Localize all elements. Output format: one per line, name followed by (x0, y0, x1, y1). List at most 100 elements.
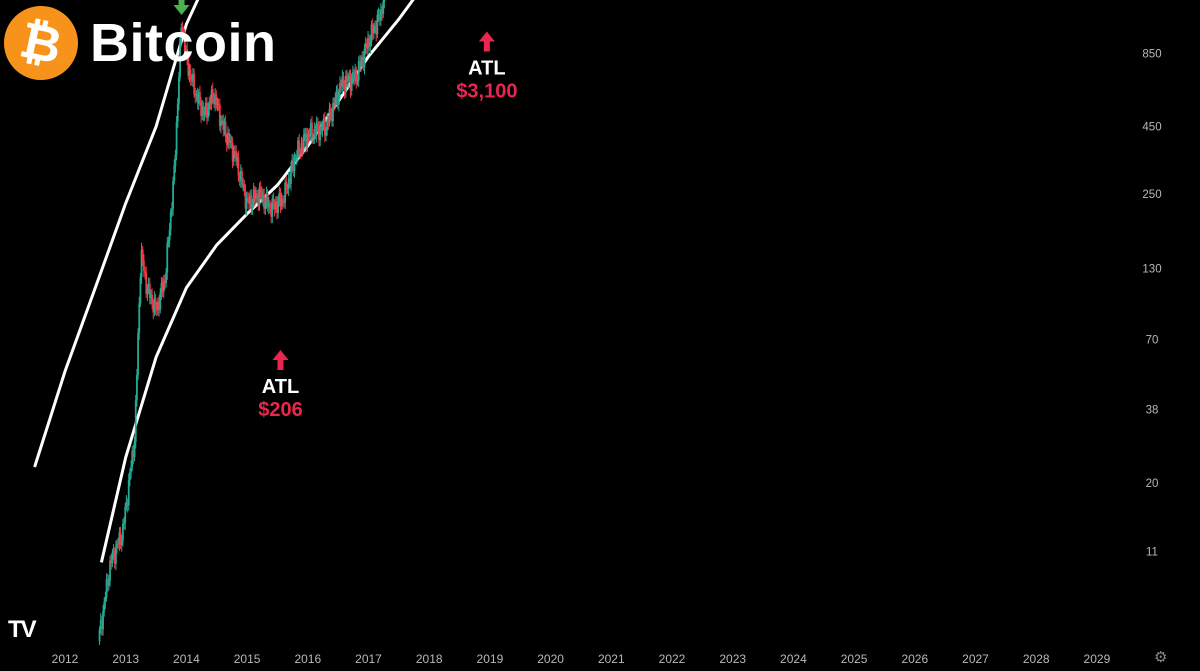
candle-body (118, 532, 121, 545)
candle-body (139, 277, 142, 304)
candle-body (224, 121, 227, 138)
candle-body (287, 178, 290, 190)
x-tick-label: 2016 (294, 652, 321, 666)
candle-body (332, 102, 334, 121)
candle-body (355, 70, 358, 82)
candle-body (349, 75, 352, 91)
x-tick-label: 2027 (962, 652, 989, 666)
candle-body (181, 27, 184, 31)
candle-body (190, 79, 193, 81)
price-axis: 850 450 250 130 70 38 20 11 (1142, 49, 1161, 559)
candle-body (179, 38, 181, 78)
candle-body (330, 113, 333, 121)
candle-body (110, 560, 113, 564)
candle-body (98, 629, 101, 642)
candle-body (215, 94, 218, 105)
atl-value-label: $3,100 (456, 80, 517, 102)
candle-body (220, 120, 222, 127)
candle-body (280, 199, 283, 207)
candle-body (277, 200, 280, 213)
candle-body (194, 94, 197, 97)
candle-body (193, 73, 196, 95)
candle-body (285, 182, 288, 189)
candle-body (210, 89, 213, 105)
candle-body (371, 24, 374, 34)
atl-annotation: ATL$206 (258, 350, 303, 421)
candles-group (98, 0, 386, 645)
y-tick-label: 70 (1146, 335, 1159, 347)
candle-body (185, 49, 187, 54)
candle-body (208, 101, 211, 110)
candle-body (162, 280, 165, 292)
candle-body (222, 120, 225, 130)
candle-body (294, 158, 297, 160)
candle-body (278, 192, 281, 201)
candle-body (192, 73, 194, 81)
x-tick-label: 2025 (841, 652, 868, 666)
candle-body (100, 619, 103, 630)
time-axis: 2012 2013 2014 2015 2016 2017 2018 2019 2020 2021… (52, 652, 1111, 666)
candle-body (372, 28, 375, 34)
atl-annotation: ATL$3,100 (456, 31, 517, 102)
x-tick-label: 2020 (537, 652, 564, 666)
candle-body (304, 133, 306, 135)
y-tick-label: 250 (1142, 189, 1161, 201)
candle-body (293, 158, 296, 171)
candle-body (381, 9, 383, 15)
candle-body (157, 301, 159, 311)
candle-body (350, 77, 353, 91)
candle-body (382, 1, 385, 15)
candle-body (312, 137, 315, 139)
candle-body (340, 82, 343, 87)
candle-body (314, 128, 317, 136)
candle-body (244, 190, 247, 209)
candle-body (176, 103, 179, 122)
candle-body (256, 193, 259, 197)
candle-body (306, 133, 309, 147)
candle-body (143, 260, 145, 272)
candle-body (112, 550, 115, 553)
candle-body (186, 49, 189, 59)
candle-body (353, 72, 355, 80)
candle-body (106, 579, 109, 586)
candle-body (145, 272, 148, 294)
gear-icon[interactable]: ⚙ (1154, 648, 1168, 666)
candle-body (237, 157, 240, 176)
candle-body (218, 104, 221, 127)
candle-body (334, 98, 337, 105)
candle-body (358, 61, 361, 67)
candle-body (295, 156, 298, 159)
candle-body (167, 240, 170, 244)
x-tick-label: 2026 (901, 652, 928, 666)
x-tick-label: 2029 (1084, 652, 1111, 666)
candle-body (231, 142, 234, 162)
candle-body (241, 170, 243, 185)
candle-body (272, 198, 275, 205)
candle-body (376, 14, 379, 35)
candle-body (116, 543, 118, 548)
candle-body (172, 180, 174, 209)
candle-body (153, 297, 156, 313)
candle-body (344, 75, 347, 93)
candle-body (230, 140, 233, 143)
candle-body (341, 76, 344, 87)
candle-body (227, 132, 229, 145)
candle-body (347, 78, 350, 82)
candle-body (252, 189, 255, 204)
atl-label: ATL (262, 376, 299, 398)
candle-body (288, 178, 291, 184)
candle-body (144, 271, 146, 273)
candle-body (146, 289, 149, 294)
candle-body (123, 523, 125, 525)
candle-body (130, 466, 132, 473)
candle-body (356, 80, 359, 82)
candle-body (267, 203, 270, 208)
candle-body (315, 122, 318, 136)
candle-body (201, 106, 204, 116)
candle-body (258, 187, 261, 206)
candle-body (119, 532, 122, 545)
candle-body (308, 134, 311, 137)
candle-body (161, 283, 164, 292)
candle-body (281, 199, 284, 203)
